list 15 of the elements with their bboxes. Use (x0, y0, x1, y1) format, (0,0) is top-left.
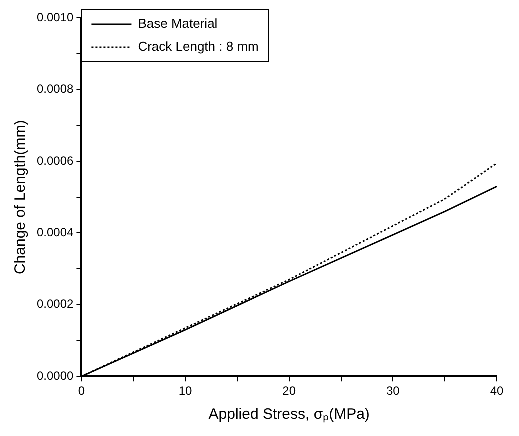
x-tick-label: 10 (178, 384, 193, 398)
y-tick-label: 0.0004 (37, 226, 74, 240)
y-tick-label: 0.0006 (37, 154, 74, 168)
x-tick-label: 20 (282, 384, 296, 398)
x-tick-label: 30 (386, 384, 400, 398)
y-axis-title: Change of Length(mm) (12, 120, 30, 275)
x-tick-label: 40 (490, 384, 504, 398)
legend-label: Crack Length : 8 mm (138, 39, 259, 54)
legend-label: Base Material (138, 16, 218, 32)
y-tick-label: 0.0002 (37, 297, 74, 312)
x-axis-title: Applied Stress, σₚ(MPa) (208, 406, 370, 424)
y-tick-label: 0.0010 (37, 10, 74, 25)
x-tick-label: 0 (78, 384, 86, 398)
y-tick-label: 0.0008 (37, 82, 74, 96)
y-tick-label: 0.0000 (37, 368, 74, 383)
